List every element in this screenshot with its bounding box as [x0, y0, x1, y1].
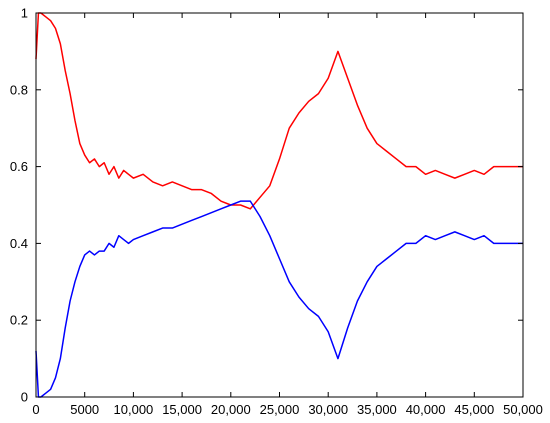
y-axis: 0 0.2 0.4 0.6 0.8 1	[10, 6, 523, 405]
x-tick-label: 10,000	[114, 402, 154, 417]
x-tick-label: 0	[32, 402, 39, 417]
series-2-line	[35, 200, 523, 398]
x-tick-label: 5000	[70, 402, 99, 417]
x-tick-label: 30,000	[308, 402, 348, 417]
x-tick-label: 20,000	[211, 402, 251, 417]
x-tick-label: 15,000	[162, 402, 202, 417]
series-group	[35, 12, 523, 398]
y-tick-label: 0.8	[10, 82, 28, 97]
x-axis: 0 5000 10,000 15,000 20,000 25,000 30,000 35,00…	[32, 13, 543, 417]
series-1-line	[35, 12, 523, 210]
x-tick-label: 50,000	[503, 402, 543, 417]
y-tick-label: 1	[21, 6, 28, 21]
x-tick-label: 45,000	[454, 402, 494, 417]
y-tick-label: 0.4	[10, 236, 28, 251]
x-tick-label: 35,000	[357, 402, 397, 417]
y-tick-label: 0	[21, 390, 28, 405]
plot-frame	[35, 12, 524, 398]
y-tick-label: 0.6	[10, 159, 28, 174]
x-tick-label: 40,000	[406, 402, 446, 417]
x-tick-label: 25,000	[260, 402, 300, 417]
y-tick-label: 0.2	[10, 313, 28, 328]
